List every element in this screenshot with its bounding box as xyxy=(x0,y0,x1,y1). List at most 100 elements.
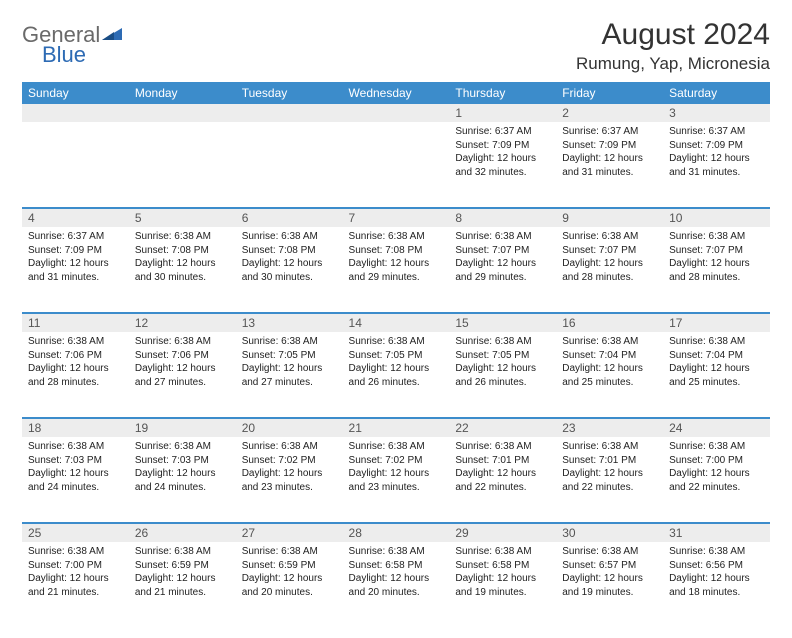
sunrise-text: Sunrise: 6:37 AM xyxy=(455,125,550,139)
day-number: 25 xyxy=(22,523,129,542)
day-number: 29 xyxy=(449,523,556,542)
sunrise-text: Sunrise: 6:38 AM xyxy=(349,230,444,244)
day-number: 1 xyxy=(449,104,556,122)
sunset-text: Sunset: 7:05 PM xyxy=(455,349,550,363)
daylight-text: Daylight: 12 hours xyxy=(242,257,337,271)
day-number: 4 xyxy=(22,208,129,227)
day-details: Sunrise: 6:38 AMSunset: 7:01 PMDaylight:… xyxy=(449,437,556,498)
weekday-header: Friday xyxy=(556,82,663,104)
day-cell: Sunrise: 6:38 AMSunset: 7:06 PMDaylight:… xyxy=(22,332,129,418)
daylight-text: and 20 minutes. xyxy=(349,586,444,600)
daylight-text: Daylight: 12 hours xyxy=(455,572,550,586)
day-details: Sunrise: 6:38 AMSunset: 7:04 PMDaylight:… xyxy=(663,332,770,393)
day-number: 28 xyxy=(343,523,450,542)
day-details: Sunrise: 6:38 AMSunset: 7:08 PMDaylight:… xyxy=(343,227,450,288)
daylight-text: and 23 minutes. xyxy=(242,481,337,495)
daylight-text: and 19 minutes. xyxy=(455,586,550,600)
sunset-text: Sunset: 7:05 PM xyxy=(242,349,337,363)
daylight-text: and 28 minutes. xyxy=(28,376,123,390)
daylight-text: and 30 minutes. xyxy=(242,271,337,285)
day-cell: Sunrise: 6:38 AMSunset: 6:59 PMDaylight:… xyxy=(236,542,343,628)
day-cell: Sunrise: 6:38 AMSunset: 6:58 PMDaylight:… xyxy=(343,542,450,628)
weekday-header: Saturday xyxy=(663,82,770,104)
day-details: Sunrise: 6:38 AMSunset: 7:01 PMDaylight:… xyxy=(556,437,663,498)
calendar-page: General Blue August 2024 Rumung, Yap, Mi… xyxy=(0,0,792,638)
day-cell: Sunrise: 6:37 AMSunset: 7:09 PMDaylight:… xyxy=(449,122,556,208)
day-number: 20 xyxy=(236,418,343,437)
sunrise-text: Sunrise: 6:38 AM xyxy=(135,230,230,244)
daylight-text: Daylight: 12 hours xyxy=(562,572,657,586)
day-details: Sunrise: 6:38 AMSunset: 7:08 PMDaylight:… xyxy=(129,227,236,288)
sunrise-text: Sunrise: 6:38 AM xyxy=(669,545,764,559)
daylight-text: and 28 minutes. xyxy=(669,271,764,285)
calendar-table: Sunday Monday Tuesday Wednesday Thursday… xyxy=(22,82,770,628)
day-number: 19 xyxy=(129,418,236,437)
sunrise-text: Sunrise: 6:37 AM xyxy=(669,125,764,139)
sunrise-text: Sunrise: 6:38 AM xyxy=(669,335,764,349)
daylight-text: Daylight: 12 hours xyxy=(135,572,230,586)
day-cell: Sunrise: 6:38 AMSunset: 7:08 PMDaylight:… xyxy=(343,227,450,313)
sunrise-text: Sunrise: 6:38 AM xyxy=(669,440,764,454)
day-cell: Sunrise: 6:38 AMSunset: 7:05 PMDaylight:… xyxy=(449,332,556,418)
day-number-row: 45678910 xyxy=(22,208,770,227)
day-number: 15 xyxy=(449,313,556,332)
daylight-text: and 26 minutes. xyxy=(455,376,550,390)
daylight-text: Daylight: 12 hours xyxy=(455,257,550,271)
day-details: Sunrise: 6:38 AMSunset: 7:02 PMDaylight:… xyxy=(236,437,343,498)
daylight-text: Daylight: 12 hours xyxy=(455,467,550,481)
day-number: 10 xyxy=(663,208,770,227)
month-title: August 2024 xyxy=(576,18,770,52)
sunrise-text: Sunrise: 6:38 AM xyxy=(135,545,230,559)
daylight-text: Daylight: 12 hours xyxy=(135,467,230,481)
day-cell: Sunrise: 6:38 AMSunset: 7:03 PMDaylight:… xyxy=(129,437,236,523)
sunrise-text: Sunrise: 6:38 AM xyxy=(242,230,337,244)
day-content-row: Sunrise: 6:38 AM Sunset: 7:06 PM Daylight:… xyxy=(22,332,770,418)
sunset-text: Sunset: 7:09 PM xyxy=(455,139,550,153)
brand-logo: General Blue xyxy=(22,18,122,66)
day-cell: Sunrise: 6:38 AMSunset: 6:59 PMDaylight:… xyxy=(129,542,236,628)
sunset-text: Sunset: 7:06 PM xyxy=(135,349,230,363)
day-cell: Sunrise: 6:38 AMSunset: 6:57 PMDaylight:… xyxy=(556,542,663,628)
day-cell: Sunrise: 6:38 AMSunset: 7:01 PMDaylight:… xyxy=(556,437,663,523)
daylight-text: Daylight: 12 hours xyxy=(28,467,123,481)
daylight-text: Daylight: 12 hours xyxy=(562,467,657,481)
daylight-text: and 22 minutes. xyxy=(562,481,657,495)
sunset-text: Sunset: 7:01 PM xyxy=(455,454,550,468)
daylight-text: and 21 minutes. xyxy=(135,586,230,600)
day-details: Sunrise: 6:37 AMSunset: 7:09 PMDaylight:… xyxy=(22,227,129,288)
day-number: 6 xyxy=(236,208,343,227)
day-details: Sunrise: 6:38 AMSunset: 7:07 PMDaylight:… xyxy=(556,227,663,288)
day-details: Sunrise: 6:38 AMSunset: 7:07 PMDaylight:… xyxy=(449,227,556,288)
daylight-text: and 29 minutes. xyxy=(455,271,550,285)
sunset-text: Sunset: 7:02 PM xyxy=(242,454,337,468)
sunrise-text: Sunrise: 6:38 AM xyxy=(242,545,337,559)
sunrise-text: Sunrise: 6:38 AM xyxy=(455,440,550,454)
sunset-text: Sunset: 7:05 PM xyxy=(349,349,444,363)
daylight-text: and 24 minutes. xyxy=(28,481,123,495)
day-details: Sunrise: 6:38 AMSunset: 7:03 PMDaylight:… xyxy=(22,437,129,498)
weekday-header: Wednesday xyxy=(343,82,450,104)
day-details: Sunrise: 6:38 AMSunset: 6:56 PMDaylight:… xyxy=(663,542,770,603)
day-number: 7 xyxy=(343,208,450,227)
daylight-text: and 22 minutes. xyxy=(669,481,764,495)
daylight-text: and 31 minutes. xyxy=(562,166,657,180)
day-cell: Sunrise: 6:38 AMSunset: 7:05 PMDaylight:… xyxy=(343,332,450,418)
daylight-text: Daylight: 12 hours xyxy=(242,362,337,376)
sunset-text: Sunset: 7:07 PM xyxy=(455,244,550,258)
location-subtitle: Rumung, Yap, Micronesia xyxy=(576,54,770,74)
daylight-text: and 18 minutes. xyxy=(669,586,764,600)
day-number-row: 25262728293031 xyxy=(22,523,770,542)
day-number: 17 xyxy=(663,313,770,332)
sunset-text: Sunset: 7:02 PM xyxy=(349,454,444,468)
daylight-text: Daylight: 12 hours xyxy=(669,257,764,271)
daylight-text: and 19 minutes. xyxy=(562,586,657,600)
day-details: Sunrise: 6:38 AMSunset: 6:57 PMDaylight:… xyxy=(556,542,663,603)
daylight-text: and 30 minutes. xyxy=(135,271,230,285)
day-number-row: 11121314151617 xyxy=(22,313,770,332)
day-cell xyxy=(129,122,236,208)
day-number: 21 xyxy=(343,418,450,437)
day-details: Sunrise: 6:37 AMSunset: 7:09 PMDaylight:… xyxy=(556,122,663,183)
day-details: Sunrise: 6:38 AMSunset: 7:02 PMDaylight:… xyxy=(343,437,450,498)
sunrise-text: Sunrise: 6:38 AM xyxy=(28,335,123,349)
sunrise-text: Sunrise: 6:38 AM xyxy=(349,335,444,349)
